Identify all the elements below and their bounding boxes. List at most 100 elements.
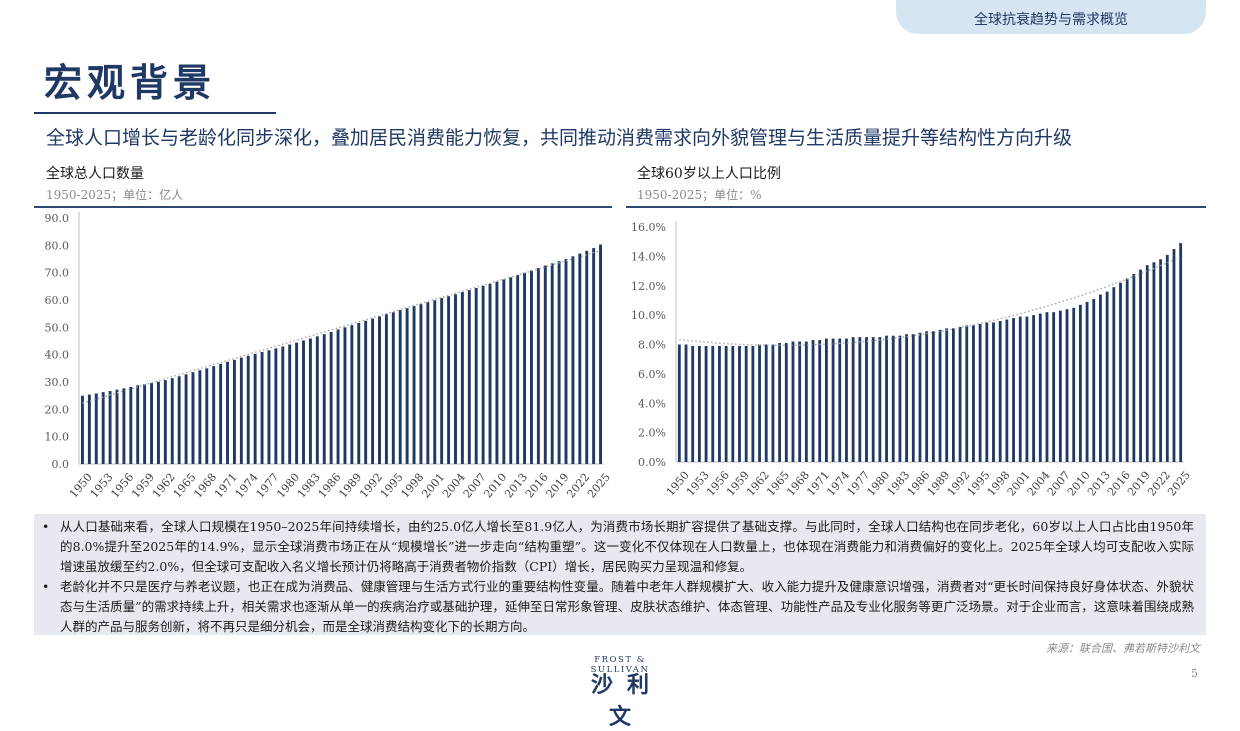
x-tick-label: 1983 bbox=[295, 471, 323, 501]
bar bbox=[246, 355, 250, 464]
note-item: • 从人口基础来看，全球人口规模在1950–2025年间持续增长，由约25.0亿人… bbox=[42, 517, 1194, 577]
bar bbox=[260, 351, 264, 464]
bar bbox=[1125, 278, 1129, 462]
left-chart-subtitle: 1950-2025；单位：亿人 bbox=[46, 188, 184, 202]
bar bbox=[81, 395, 84, 464]
bar bbox=[530, 270, 533, 464]
bar bbox=[509, 277, 513, 464]
bar bbox=[891, 335, 895, 462]
bar bbox=[329, 331, 333, 464]
x-tick-label: 2007 bbox=[461, 471, 489, 501]
page-subtitle: 全球人口增长与老龄化同步深化，叠加居民消费能力恢复，共同推动消费需求向外貌管理与… bbox=[46, 127, 1073, 149]
bar bbox=[226, 361, 229, 464]
right-chart-subtitle: 1950-2025；单位：% bbox=[637, 188, 762, 202]
bar bbox=[315, 336, 319, 464]
bar bbox=[357, 322, 361, 464]
bar bbox=[771, 344, 775, 462]
bar bbox=[992, 322, 995, 462]
bar bbox=[1119, 282, 1122, 462]
notes-panel: • 从人口基础来看，全球人口规模在1950–2025年间持续增长，由约25.0亿人… bbox=[34, 514, 1206, 635]
bar bbox=[764, 344, 768, 462]
bar bbox=[288, 344, 292, 464]
bar bbox=[1025, 316, 1029, 462]
bar bbox=[871, 337, 875, 462]
bar bbox=[336, 329, 340, 464]
bar bbox=[585, 250, 589, 464]
bar bbox=[1058, 310, 1062, 462]
bar bbox=[170, 378, 174, 464]
bar bbox=[433, 300, 437, 464]
bar bbox=[232, 359, 236, 464]
bar bbox=[1139, 269, 1142, 462]
bar bbox=[516, 274, 520, 464]
bar bbox=[1099, 294, 1102, 462]
x-tick-label: 1968 bbox=[191, 471, 219, 501]
bar bbox=[1132, 274, 1136, 462]
y-tick-label: 12.0% bbox=[631, 280, 666, 293]
bar bbox=[150, 383, 153, 464]
bar bbox=[905, 334, 909, 462]
bar bbox=[267, 350, 271, 464]
bar bbox=[1012, 318, 1015, 462]
bar bbox=[163, 380, 167, 464]
bar bbox=[350, 325, 354, 464]
bar bbox=[718, 345, 721, 462]
bar bbox=[958, 326, 962, 462]
bar bbox=[364, 320, 368, 464]
bar bbox=[711, 345, 715, 462]
trend-line bbox=[679, 256, 1181, 346]
x-tick-label: 1962 bbox=[150, 471, 178, 501]
bar bbox=[798, 341, 802, 462]
bullet-icon: • bbox=[42, 579, 50, 594]
bar bbox=[536, 268, 540, 464]
y-tick-label: 16.0% bbox=[631, 221, 666, 234]
bar bbox=[447, 296, 451, 464]
bar bbox=[523, 272, 527, 464]
y-tick-label: 10.0 bbox=[45, 431, 70, 444]
bar bbox=[1092, 298, 1096, 462]
x-tick-label: 1965 bbox=[171, 471, 199, 501]
bar bbox=[281, 346, 285, 464]
bar bbox=[1179, 243, 1183, 462]
bar bbox=[543, 265, 547, 464]
y-tick-label: 10.0% bbox=[631, 309, 666, 322]
bar bbox=[295, 342, 299, 464]
x-tick-label: 2025 bbox=[1165, 469, 1193, 499]
bar bbox=[885, 335, 888, 462]
bar bbox=[343, 327, 347, 464]
bar bbox=[784, 343, 788, 462]
x-tick-label: 1974 bbox=[233, 471, 261, 501]
bar bbox=[978, 323, 982, 462]
y-tick-label: 0.0 bbox=[52, 458, 70, 471]
bar bbox=[1045, 312, 1049, 462]
bar bbox=[1005, 319, 1009, 462]
bar bbox=[778, 343, 782, 462]
bar bbox=[184, 374, 188, 464]
bar bbox=[191, 372, 195, 464]
bar bbox=[426, 302, 430, 464]
bar bbox=[1032, 315, 1036, 462]
bar bbox=[697, 345, 701, 462]
title-underline bbox=[34, 112, 276, 114]
y-tick-label: 8.0% bbox=[638, 339, 666, 352]
x-tick-label: 1989 bbox=[336, 471, 364, 501]
x-tick-label: 1959 bbox=[129, 471, 157, 501]
page-number: 5 bbox=[1191, 667, 1198, 680]
bar bbox=[684, 344, 688, 462]
bar bbox=[851, 337, 855, 462]
y-tick-label: 70.0 bbox=[45, 267, 70, 280]
bar bbox=[804, 341, 808, 462]
bar bbox=[198, 370, 202, 464]
bar bbox=[488, 283, 492, 464]
x-tick-label: 1986 bbox=[316, 471, 344, 501]
bar bbox=[738, 345, 741, 462]
y-tick-label: 30.0 bbox=[45, 376, 70, 389]
bar bbox=[965, 325, 969, 462]
bar bbox=[951, 328, 955, 462]
y-tick-label: 14.0% bbox=[631, 250, 666, 263]
bar bbox=[818, 340, 822, 462]
bar bbox=[156, 381, 160, 464]
bar bbox=[440, 298, 444, 464]
bar bbox=[744, 345, 748, 462]
bar bbox=[1152, 262, 1156, 462]
